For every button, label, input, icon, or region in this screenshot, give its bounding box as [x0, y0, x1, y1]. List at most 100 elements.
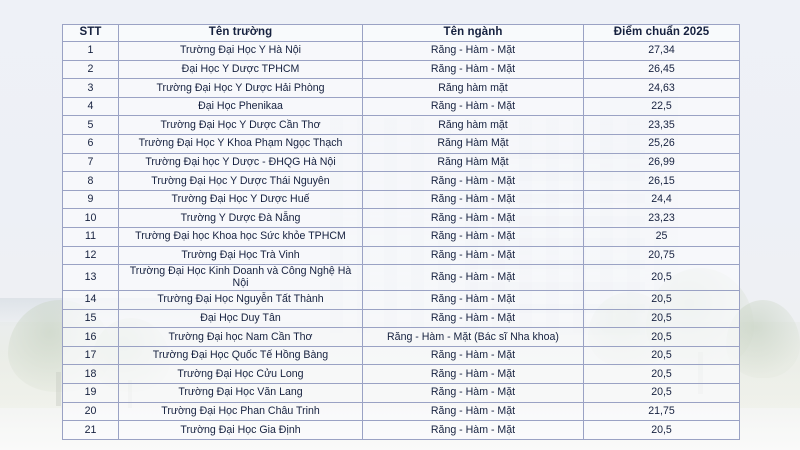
cell-school: Đại Học Y Dược TPHCM — [118, 59, 363, 80]
cell-score: 20,5 — [583, 290, 740, 310]
cell-major: Răng - Hàm - Mặt — [362, 420, 584, 440]
column-header-score: Điểm chuẩn 2025 — [583, 24, 740, 42]
cell-school: Trường Đại Học Trà Vinh — [118, 245, 363, 266]
cell-school: Trường Đại Học Phan Châu Trinh — [118, 401, 363, 422]
cell-major: Răng - Hàm - Mặt (Bác sĩ Nha khoa) — [362, 327, 584, 347]
table-row: 15 Đại Học Duy Tân Răng - Hàm - Mặt 20,5 — [62, 308, 740, 329]
cell-stt: 1 — [62, 41, 119, 61]
table-header: STT Tên trường Tên ngành Điểm chuẩn 2025 — [62, 24, 740, 42]
cell-score: 22,5 — [583, 96, 740, 117]
cell-stt: 7 — [62, 152, 119, 173]
table-row: 11 Trường Đại học Khoa học Sức khỏe TPHCM… — [62, 226, 740, 247]
cell-score: 20,5 — [583, 327, 740, 347]
cell-major: Răng - Hàm - Mặt — [362, 245, 584, 266]
cell-major: Răng - Hàm - Mặt — [362, 401, 584, 422]
cell-school: Đại Học Duy Tân — [118, 308, 363, 329]
cell-school: Trường Đại Học Văn Lang — [118, 382, 363, 403]
cell-stt: 4 — [62, 96, 119, 117]
column-header-stt: STT — [62, 24, 119, 42]
table-row: 14 Trường Đại Học Nguyễn Tất Thành Răng - … — [62, 290, 740, 310]
cell-school: Trường Y Dược Đà Nẵng — [118, 208, 363, 228]
table-row: 13 Trường Đại Học Kinh Doanh và Công Nghệ… — [62, 264, 740, 291]
cell-stt: 15 — [62, 308, 119, 329]
cell-stt: 3 — [62, 78, 119, 98]
cell-school: Trường Đại Học Y Dược Huế — [118, 189, 363, 210]
cell-score: 24,4 — [583, 189, 740, 210]
cell-score: 23,23 — [583, 208, 740, 228]
cell-score: 25,26 — [583, 133, 740, 154]
table-row: 21 Trường Đại Học Gia Định Răng - Hàm - Mặ… — [62, 420, 740, 440]
cell-school: Trường Đại Học Gia Định — [118, 420, 363, 440]
cell-stt: 18 — [62, 364, 119, 384]
table-row: 19 Trường Đại Học Văn Lang Răng - Hàm - Mặ… — [62, 382, 740, 403]
table-row: 20 Trường Đại Học Phan Châu Trinh Răng - H… — [62, 401, 740, 422]
cell-stt: 11 — [62, 226, 119, 247]
cell-score: 26,99 — [583, 152, 740, 173]
cell-stt: 19 — [62, 382, 119, 403]
cell-stt: 10 — [62, 208, 119, 228]
cell-major: Răng Hàm Mặt — [362, 133, 584, 154]
cell-score: 20,5 — [583, 308, 740, 329]
cell-school: Trường Đại học Nam Cần Thơ — [118, 327, 363, 347]
cell-score: 23,35 — [583, 115, 740, 135]
cell-major: Răng - Hàm - Mặt — [362, 41, 584, 61]
table-header-row: STT Tên trường Tên ngành Điểm chuẩn 2025 — [62, 24, 740, 42]
table-row: 1 Trường Đại Học Y Hà Nội Răng - Hàm - Mặt… — [62, 41, 740, 61]
cell-major: Răng - Hàm - Mặt — [362, 308, 584, 329]
cell-stt: 2 — [62, 59, 119, 80]
cell-major: Răng - Hàm - Mặt — [362, 226, 584, 247]
table-row: 16 Trường Đại học Nam Cần Thơ Răng - Hàm -… — [62, 327, 740, 347]
cell-stt: 8 — [62, 171, 119, 191]
table-row: 12 Trường Đại Học Trà Vinh Răng - Hàm - Mặ… — [62, 245, 740, 266]
cell-major: Răng - Hàm - Mặt — [362, 290, 584, 310]
cell-school: Trường Đại Học Y Hà Nội — [118, 41, 363, 61]
cell-stt: 9 — [62, 189, 119, 210]
cell-score: 26,45 — [583, 59, 740, 80]
cell-major: Răng - Hàm - Mặt — [362, 345, 584, 366]
cell-major: Răng - Hàm - Mặt — [362, 171, 584, 191]
cell-score: 27,34 — [583, 41, 740, 61]
cell-school: Trường Đại học Khoa học Sức khỏe TPHCM — [118, 226, 363, 247]
cell-school: Trường Đại Học Cửu Long — [118, 364, 363, 384]
table-row: 6 Trường Đại Học Y Khoa Phạm Ngọc Thạch Ră… — [62, 133, 740, 154]
cell-school: Trường Đại học Y Dược - ĐHQG Hà Nội — [118, 152, 363, 173]
cell-major: Răng - Hàm - Mặt — [362, 208, 584, 228]
cell-school: Trường Đại Học Y Dược Thái Nguyên — [118, 171, 363, 191]
table-row: 5 Trường Đại Học Y Dược Cần Thơ Răng hàm m… — [62, 115, 740, 135]
cell-stt: 17 — [62, 345, 119, 366]
cell-major: Răng - Hàm - Mặt — [362, 264, 584, 291]
cell-school: Trường Đại Học Kinh Doanh và Công Nghệ H… — [118, 264, 363, 291]
cell-school: Trường Đại Học Nguyễn Tất Thành — [118, 290, 363, 310]
cell-school: Trường Đại Học Quốc Tế Hồng Bàng — [118, 345, 363, 366]
cell-major: Răng Hàm Mặt — [362, 152, 584, 173]
table-row: 18 Trường Đại Học Cửu Long Răng - Hàm - Mặ… — [62, 364, 740, 384]
cell-major: Răng - Hàm - Mặt — [362, 59, 584, 80]
table-row: 4 Đại Học Phenikaa Răng - Hàm - Mặt 22,5 — [62, 96, 740, 117]
cell-score: 25 — [583, 226, 740, 247]
cell-school: Trường Đại Học Y Dược Cần Thơ — [118, 115, 363, 135]
table-row: 9 Trường Đại Học Y Dược Huế Răng - Hàm - M… — [62, 189, 740, 210]
table-row: 8 Trường Đại Học Y Dược Thái Nguyên Răng -… — [62, 171, 740, 191]
cell-stt: 5 — [62, 115, 119, 135]
benchmark-score-table-container: STT Tên trường Tên ngành Điểm chuẩn 2025… — [62, 24, 740, 440]
cell-score: 20,5 — [583, 264, 740, 291]
table-row: 17 Trường Đại Học Quốc Tế Hồng Bàng Răng -… — [62, 345, 740, 366]
cell-major: Răng hàm mặt — [362, 115, 584, 135]
cell-score: 26,15 — [583, 171, 740, 191]
column-header-school: Tên trường — [118, 24, 363, 42]
cell-score: 24,63 — [583, 78, 740, 98]
cell-score: 20,5 — [583, 345, 740, 366]
cell-school: Đại Học Phenikaa — [118, 96, 363, 117]
cell-score: 20,5 — [583, 364, 740, 384]
cell-school: Trường Đại Học Y Khoa Phạm Ngọc Thạch — [118, 133, 363, 154]
cell-stt: 21 — [62, 420, 119, 440]
cell-score: 20,5 — [583, 420, 740, 440]
background-tree-trunk — [56, 372, 61, 406]
cell-stt: 16 — [62, 327, 119, 347]
cell-major: Răng - Hàm - Mặt — [362, 382, 584, 403]
table-row: 3 Trường Đại Học Y Dược Hải Phòng Răng hàm… — [62, 78, 740, 98]
cell-stt: 20 — [62, 401, 119, 422]
table-row: 2 Đại Học Y Dược TPHCM Răng - Hàm - Mặt 26,… — [62, 59, 740, 80]
cell-major: Răng hàm mặt — [362, 78, 584, 98]
cell-major: Răng - Hàm - Mặt — [362, 96, 584, 117]
